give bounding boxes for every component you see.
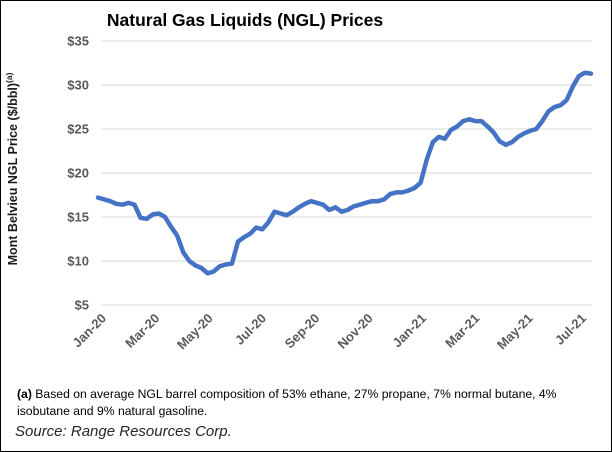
y-axis-title-text: Mont Belvieu NGL Price ($/bbl) [6, 83, 20, 265]
ngl-price-line-chart: Natural Gas Liquids (NGL) Prices Mont Be… [4, 10, 594, 353]
price-line-series [95, 70, 594, 276]
y-tick-label: $5 [75, 298, 89, 313]
gridlines [101, 40, 592, 306]
footnote-marker: (a) [17, 387, 32, 401]
y-tick-label: $10 [67, 254, 89, 269]
footnote-text: Based on average NGL barrel composition … [17, 387, 557, 418]
footnote: (a) Based on average NGL barrel composit… [17, 386, 585, 419]
y-axis-tick-labels: $35 $30 $25 $20 $15 $10 $5 [67, 34, 89, 313]
x-tick-label: Jan-21 [389, 311, 429, 351]
x-axis-tick-labels: Jan-20 Mar-20 May-20 Jul-20 Sep-20 Nov-20 Jan-… [69, 311, 589, 353]
x-tick-label: Jan-20 [69, 311, 109, 351]
x-tick-label: Jul-21 [552, 311, 589, 348]
x-tick-label: Jul-20 [232, 311, 269, 348]
chart-title: Natural Gas Liquids (NGL) Prices [107, 10, 383, 30]
y-tick-label: $25 [67, 122, 89, 137]
x-tick-label: Sep-20 [282, 311, 323, 352]
y-tick-label: $20 [67, 166, 89, 181]
x-tick-label: May-20 [174, 311, 216, 353]
x-tick-label: Mar-20 [122, 311, 162, 351]
y-axis-title: Mont Belvieu NGL Price ($/bbl)(a) [4, 72, 20, 265]
x-tick-label: Nov-20 [335, 311, 376, 352]
x-tick-label: May-21 [494, 311, 536, 353]
source-citation: Source: Range Resources Corp. [15, 423, 232, 440]
y-tick-label: $35 [67, 34, 89, 49]
y-tick-label: $15 [67, 210, 89, 225]
y-axis-title-superscript: (a) [4, 72, 14, 83]
y-tick-label: $30 [67, 78, 89, 93]
x-tick-label: Mar-21 [442, 311, 482, 351]
